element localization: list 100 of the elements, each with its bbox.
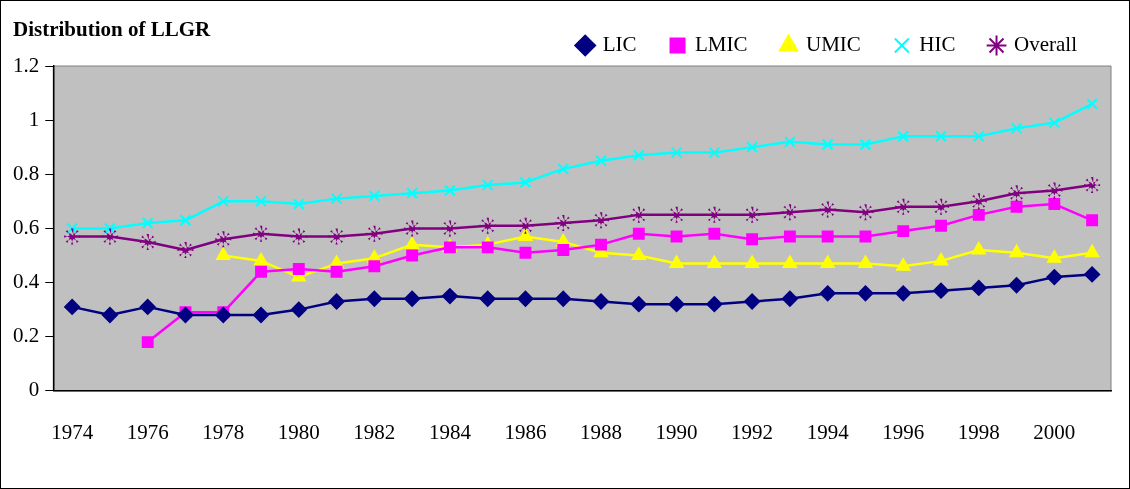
legend-label: Overall (1014, 32, 1078, 57)
point (632, 149, 645, 162)
point (668, 296, 685, 313)
legend-label: HIC (919, 32, 956, 57)
point (895, 198, 912, 215)
point (481, 241, 494, 254)
point (935, 219, 947, 232)
point (857, 204, 874, 221)
y-tick-label: 1.2 (13, 52, 40, 77)
point (139, 233, 156, 250)
x-tick-label: 1988 (580, 419, 623, 444)
point (101, 228, 118, 245)
point (970, 279, 987, 296)
point (819, 201, 836, 218)
point (517, 290, 534, 307)
point (744, 206, 761, 223)
x-tick-label: 1984 (428, 419, 472, 444)
point (441, 220, 458, 237)
point (1046, 269, 1063, 286)
point (1086, 214, 1099, 227)
x-tick-label: 1992 (731, 419, 774, 444)
point (519, 246, 532, 259)
point (593, 212, 610, 229)
point (330, 265, 343, 278)
point (517, 217, 534, 234)
y-tick-label: 0 (28, 377, 40, 402)
point (1047, 250, 1062, 263)
point (368, 189, 381, 202)
point (971, 242, 986, 255)
point (101, 307, 118, 324)
point (744, 293, 761, 310)
point (179, 214, 192, 227)
point (330, 192, 343, 205)
x-tick-label: 1978 (202, 419, 245, 444)
point (668, 206, 685, 223)
point (215, 307, 232, 324)
point (328, 293, 345, 310)
point (595, 154, 607, 167)
point (1048, 198, 1061, 210)
point (177, 242, 194, 259)
x-tick-label: 1986 (504, 419, 547, 444)
point (555, 290, 572, 307)
point (479, 290, 496, 307)
point (857, 285, 874, 302)
point (781, 204, 798, 221)
legend-label: LMIC (695, 32, 748, 57)
point (1008, 277, 1025, 294)
point (897, 225, 910, 238)
point (557, 162, 570, 175)
point (783, 230, 796, 243)
point (217, 195, 230, 208)
point (406, 249, 419, 262)
point (821, 138, 834, 151)
point (706, 206, 723, 223)
point (64, 298, 81, 315)
point (66, 222, 79, 235)
point (708, 146, 721, 159)
point (255, 265, 267, 278)
point (1008, 185, 1025, 202)
point (215, 231, 232, 248)
point (404, 220, 421, 237)
point (933, 282, 949, 299)
point (479, 217, 496, 234)
point (518, 228, 533, 242)
point (670, 230, 683, 243)
point (783, 135, 796, 148)
point (290, 228, 307, 245)
y-tick-label: 1 (28, 106, 40, 131)
point (443, 184, 456, 197)
point (216, 247, 231, 260)
point (630, 206, 647, 223)
point (555, 214, 572, 231)
point (631, 247, 646, 260)
point (64, 228, 81, 245)
point (139, 298, 156, 315)
y-tick-label: 0.8 (13, 160, 40, 185)
point (406, 187, 419, 200)
point (1010, 200, 1023, 213)
x-tick-label: 1998 (957, 419, 1000, 444)
point (290, 301, 307, 318)
point (519, 176, 532, 189)
point (366, 225, 383, 242)
point (935, 130, 947, 143)
point (1009, 244, 1024, 258)
x-tick-label: 1980 (277, 419, 320, 444)
point (103, 222, 116, 235)
point (707, 255, 722, 269)
legend-label: UMIC (806, 32, 861, 57)
x-tick-label: 1994 (806, 419, 850, 444)
point (896, 258, 911, 271)
x-tick-label: 1996 (882, 419, 925, 444)
point (746, 141, 759, 154)
point (328, 228, 345, 245)
point (970, 193, 987, 210)
point (141, 336, 154, 349)
point (821, 230, 834, 243)
point (366, 290, 383, 307)
point (859, 138, 872, 151)
point (1046, 182, 1063, 199)
point (368, 260, 381, 273)
